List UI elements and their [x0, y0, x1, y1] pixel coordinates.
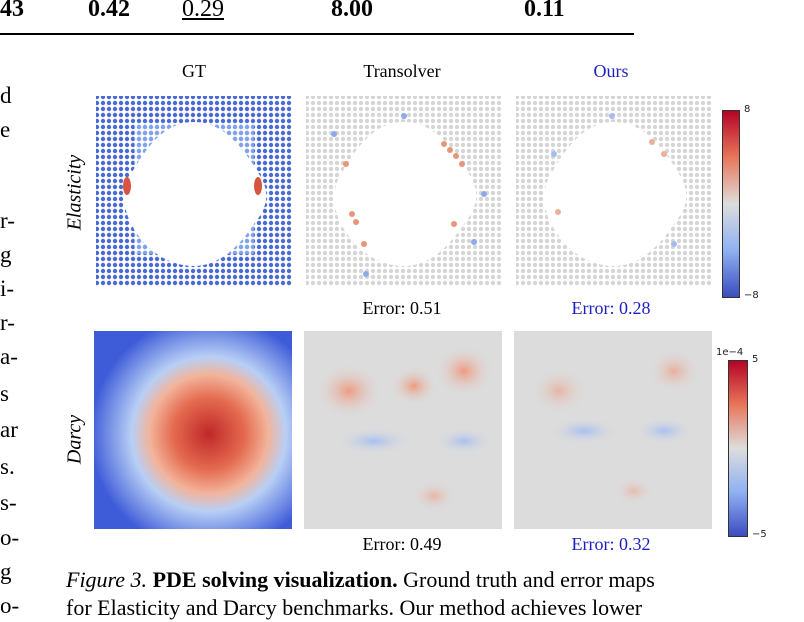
darcy-ours-error: Error: 0.32	[571, 534, 651, 554]
caption-title: PDE solving visualization.	[152, 567, 398, 592]
text-fragment: s.	[0, 454, 15, 479]
darcy-colorbar	[728, 360, 748, 537]
text-fragment: ar	[0, 417, 18, 442]
text-fragment: g	[0, 559, 12, 584]
figure-caption-line-2: for Elasticity and Darcy benchmarks. Our…	[66, 595, 643, 620]
darcy-gt-panel	[94, 331, 292, 529]
text-fragment: o-	[0, 525, 20, 550]
colorbar-tick-min: −5	[752, 529, 767, 540]
colorbar-tick-min: −8	[744, 290, 759, 301]
row-label-elasticity: Elasticity	[63, 154, 86, 231]
table-cell: 0.42	[88, 0, 130, 22]
darcy-transolver-error-panel	[304, 331, 502, 529]
caption-text: Ground truth and error maps	[403, 567, 655, 592]
caption-label: Figure 3.	[66, 567, 148, 592]
colorbar-tick-max: 8	[744, 104, 751, 115]
figure-caption-line-1: Figure 3. PDE solving visualization. Gro…	[66, 566, 655, 594]
text-fragment: d	[0, 83, 12, 108]
colorbar-scale-label: 1e−4	[716, 347, 744, 358]
elasticity-ours-error: Error: 0.28	[571, 298, 651, 318]
table-cell: 0.11	[524, 0, 565, 22]
elasticity-ours-error-panel	[516, 96, 712, 286]
table-rule	[0, 33, 634, 35]
darcy-transolver-error: Error: 0.49	[362, 534, 442, 554]
text-fragment: r-	[0, 208, 15, 233]
text-fragment: o-	[0, 593, 20, 618]
column-title-transolver: Transolver	[363, 61, 441, 81]
text-fragment: s	[0, 381, 9, 406]
text-fragment: i-	[0, 276, 15, 301]
elasticity-transolver-error: Error: 0.51	[362, 298, 442, 318]
darcy-ours-error-panel	[514, 331, 712, 529]
row-label-darcy: Darcy	[63, 414, 86, 465]
elasticity-colorbar	[722, 110, 740, 298]
column-title-ours: Ours	[593, 61, 629, 81]
colorbar-tick-max: 5	[752, 354, 759, 365]
table-cell: 8.00	[331, 0, 373, 22]
text-fragment: g	[0, 242, 12, 267]
text-fragment: e	[0, 117, 11, 142]
elasticity-transolver-error-panel	[306, 96, 502, 286]
column-title-gt: GT	[182, 61, 206, 81]
text-fragment: r-	[0, 310, 15, 335]
text-fragment: s-	[0, 490, 17, 515]
table-cell-underlined: 0.29	[182, 0, 224, 22]
elasticity-gt-panel	[96, 96, 292, 286]
table-cell: 43	[0, 0, 24, 22]
text-fragment: a-	[0, 344, 18, 369]
